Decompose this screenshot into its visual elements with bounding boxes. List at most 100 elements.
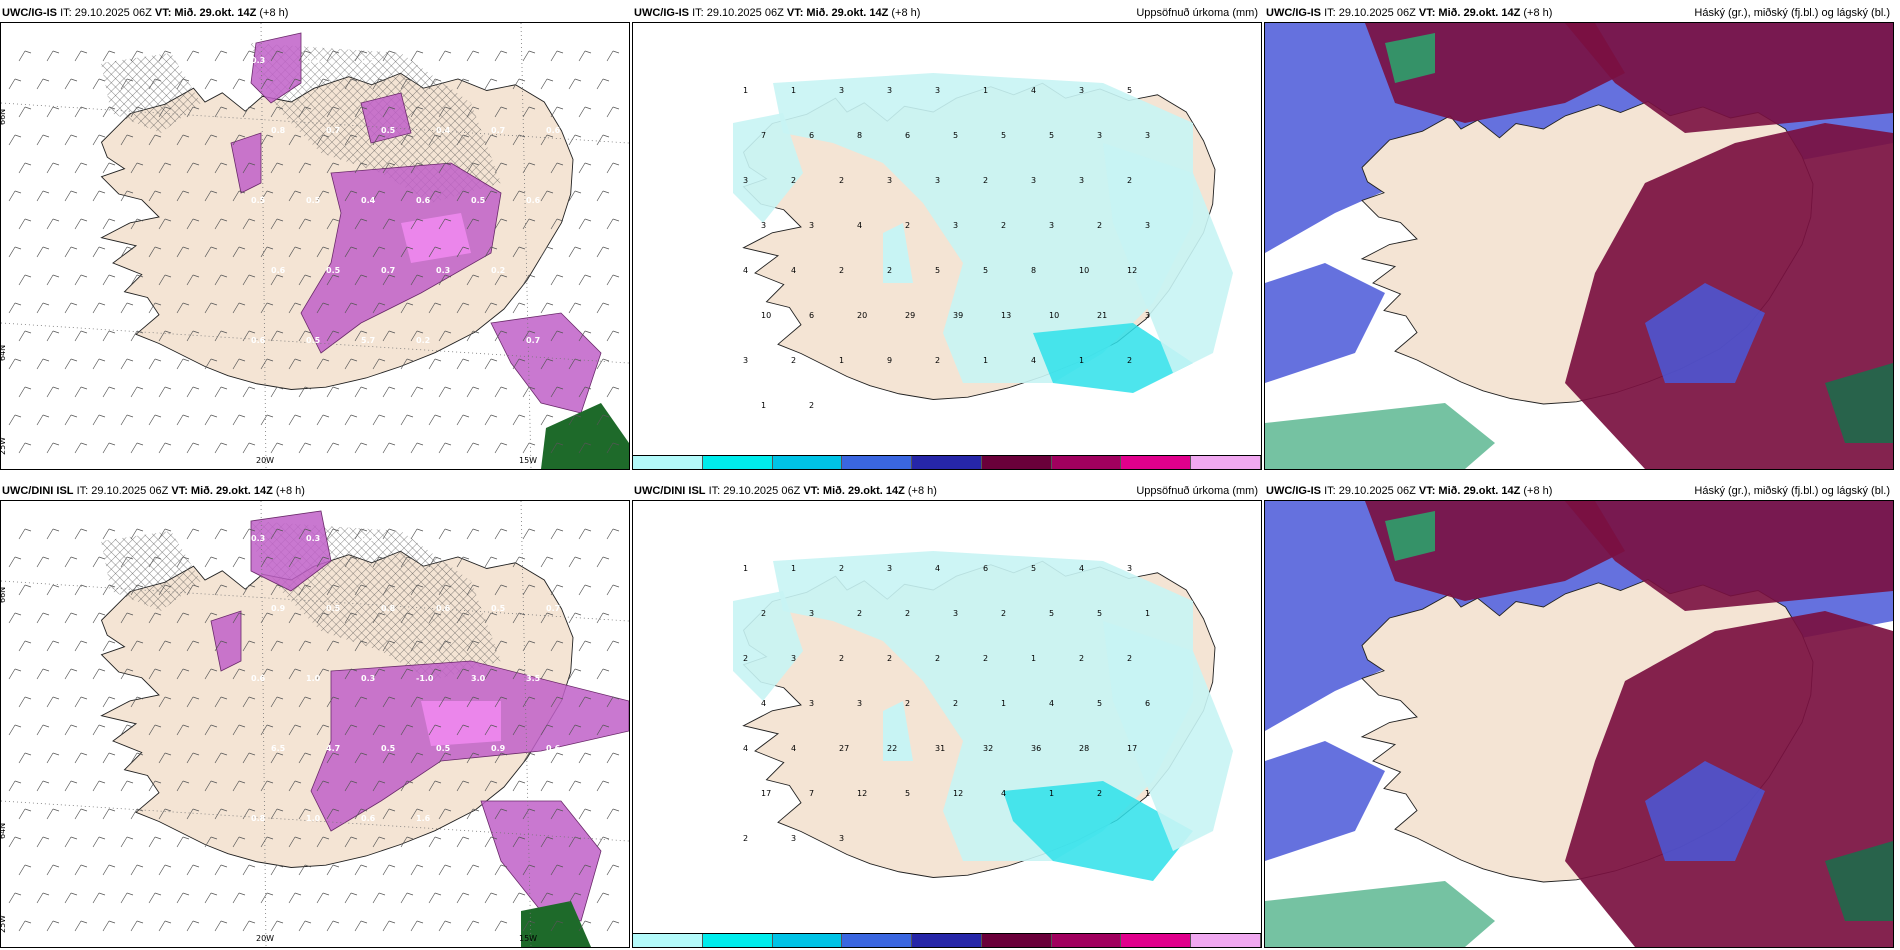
wind-barb <box>578 696 592 708</box>
wind-barb <box>130 330 144 342</box>
wind-barb <box>270 584 284 596</box>
precip-value: 3 <box>809 221 814 230</box>
wind-value-labels: 0.3 0.3 0.5 0.4 0.6 0.6 0.8 0.7 0.5 0.4 0.7 0.6 0.5 0… <box>251 56 561 345</box>
precip-value: 3 <box>953 221 958 230</box>
wind-barb <box>522 218 536 230</box>
wind-barb <box>456 78 470 90</box>
wind-barb <box>270 442 284 454</box>
precip-value: 5 <box>905 789 910 798</box>
model-name: UWC/DINI ISL <box>634 485 706 497</box>
value-label: 0.5 <box>306 196 321 205</box>
wind-barb <box>550 696 564 708</box>
precip-value: 2 <box>1001 609 1006 618</box>
value-label: 0.5 <box>361 56 376 65</box>
precip-value: 5 <box>983 266 988 275</box>
wind-barb <box>74 442 88 454</box>
wind-barb <box>372 556 386 568</box>
wind-barb <box>242 696 256 708</box>
precip-value: 12 <box>1127 266 1137 275</box>
wind-barb <box>186 442 200 454</box>
wind-barb <box>92 134 106 146</box>
value-label: 0.4 <box>436 126 451 135</box>
wind-barb <box>456 246 470 258</box>
value-label: 4.7 <box>326 744 340 753</box>
wind-barb <box>214 808 228 820</box>
map-frame: 66N 64N 20W 15W 25W 0.3 0.3 0.5 0.4 0.6 0.6 0.8 0.7 0… <box>0 22 630 470</box>
precip-blob-core <box>421 701 501 746</box>
wind-barb <box>606 640 620 652</box>
wind-barb <box>74 640 88 652</box>
precip-value: 3 <box>953 609 958 618</box>
wind-barb <box>606 330 620 342</box>
wind-barb <box>186 386 200 398</box>
precip-blob-core <box>401 213 471 263</box>
wind-barb <box>456 668 470 680</box>
wind-barb <box>176 134 190 146</box>
wind-barb <box>8 190 22 202</box>
wind-barb <box>74 218 88 230</box>
map-frame: 66N 64N 20W 15W 25W 0.3 0.3 0.1 -1.1 0.4 0.4 0.9 0.5… <box>0 500 630 948</box>
wind-barb <box>550 106 564 118</box>
wind-barb <box>130 640 144 652</box>
wind-barb <box>596 668 610 680</box>
wind-barb <box>466 528 480 540</box>
wind-barb <box>214 162 228 174</box>
green-shading <box>521 901 591 947</box>
precip-value: 12 <box>953 789 963 798</box>
wind-barb <box>130 50 144 62</box>
wind-barb <box>120 556 134 568</box>
wind-barb <box>606 528 620 540</box>
wind-barb <box>550 274 564 286</box>
mid-cloud <box>1645 761 1765 861</box>
precip-value: 4 <box>935 564 940 573</box>
value-label: 5.7 <box>361 336 375 345</box>
wind-barb <box>316 78 330 90</box>
wind-barb <box>578 640 592 652</box>
colorbar-segment <box>1051 934 1122 947</box>
wind-barb <box>606 106 620 118</box>
wind-barb <box>242 274 256 286</box>
wind-barb <box>428 836 442 848</box>
model-name: UWC/IG-IS <box>634 7 689 19</box>
value-label: 0.4 <box>361 196 376 205</box>
panel-header: UWC/IG-IS IT: 29.10.2025 06Z VT: Mið. 29… <box>2 4 626 22</box>
wind-barb <box>92 780 106 792</box>
wind-barb <box>484 836 498 848</box>
wind-barb <box>372 302 386 314</box>
valid-time: VT: Mið. 29.okt. 14Z <box>1418 7 1521 19</box>
wind-barb <box>186 584 200 596</box>
wind-barb <box>158 330 172 342</box>
wind-barb <box>354 640 368 652</box>
precip-light <box>733 591 803 701</box>
wind-barb <box>18 442 32 454</box>
wind-barb <box>64 556 78 568</box>
wind-barb <box>456 836 470 848</box>
wind-barb <box>186 920 200 932</box>
value-label: 0.5 <box>381 744 396 753</box>
wind-barb <box>46 50 60 62</box>
wind-barb <box>46 752 60 764</box>
wind-barb <box>438 752 452 764</box>
wind-barb <box>456 358 470 370</box>
panel-header: UWC/IG-IS IT: 29.10.2025 06Z VT: Mið. 29… <box>634 4 1258 22</box>
wind-barb <box>214 640 228 652</box>
wind-barb <box>466 218 480 230</box>
wind-barb <box>550 386 564 398</box>
wind-barb <box>130 162 144 174</box>
wind-barb <box>410 864 424 876</box>
panel-cloud-ig-is: UWC/IG-IS IT: 29.10.2025 06Z VT: Mið. 29… <box>1264 0 1894 470</box>
wind-barb <box>176 414 190 426</box>
wind-barb <box>46 920 60 932</box>
wind-barb <box>158 584 172 596</box>
wind-barb <box>382 274 396 286</box>
wind-barb <box>270 274 284 286</box>
value-label: 0.2 <box>546 266 560 275</box>
wind-barb <box>176 836 190 848</box>
panel-precip-ig-is: UWC/IG-IS IT: 29.10.2025 06Z VT: Mið. 29… <box>632 0 1262 470</box>
wind-barb <box>522 106 536 118</box>
wind-barb <box>354 106 368 118</box>
wind-barb <box>64 358 78 370</box>
wind-barb <box>92 612 106 624</box>
wind-barb <box>46 696 60 708</box>
wind-barb <box>428 414 442 426</box>
